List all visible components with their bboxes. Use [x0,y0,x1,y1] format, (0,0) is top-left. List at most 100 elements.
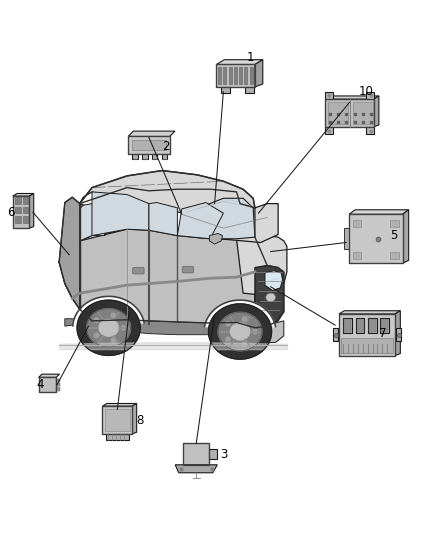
Polygon shape [80,171,255,220]
Bar [23,216,28,223]
Polygon shape [349,210,409,214]
Polygon shape [403,210,409,263]
Polygon shape [368,318,377,333]
Polygon shape [59,204,149,262]
Bar [132,140,166,150]
Polygon shape [87,309,131,347]
Bar [105,409,130,431]
Text: 6: 6 [7,206,15,219]
Polygon shape [133,154,138,159]
Polygon shape [366,127,374,134]
Bar [15,207,21,213]
Polygon shape [325,99,374,127]
Bar [56,383,60,386]
Polygon shape [255,265,284,328]
Bar [56,379,60,382]
Bar [39,377,56,392]
Bar [325,99,374,127]
Polygon shape [380,318,389,333]
Polygon shape [111,313,116,318]
Polygon shape [121,326,126,330]
Bar [357,319,364,332]
Bar [13,196,29,228]
Polygon shape [216,64,255,87]
Polygon shape [39,374,60,377]
FancyBboxPatch shape [133,268,144,274]
Text: 10: 10 [358,85,373,98]
Polygon shape [149,203,177,236]
Polygon shape [395,311,400,356]
Text: 5: 5 [390,229,397,242]
Polygon shape [99,319,118,336]
Polygon shape [325,127,333,134]
Polygon shape [221,87,230,93]
Polygon shape [339,311,400,314]
Bar [15,216,21,223]
Polygon shape [243,317,247,321]
Polygon shape [356,318,364,333]
Polygon shape [183,443,209,465]
Bar [15,197,21,204]
Bar [341,338,393,353]
FancyBboxPatch shape [182,266,194,273]
Polygon shape [13,193,34,196]
Polygon shape [245,87,254,93]
Polygon shape [226,337,230,341]
Bar [23,197,28,204]
Polygon shape [175,465,217,473]
Polygon shape [94,318,99,322]
Polygon shape [59,229,255,326]
Polygon shape [72,204,105,248]
Bar [349,214,403,263]
Ellipse shape [266,293,276,302]
Polygon shape [333,328,338,341]
Bar [353,252,361,259]
Polygon shape [325,92,333,99]
Polygon shape [162,154,167,159]
Polygon shape [230,323,250,340]
Bar [183,443,209,465]
Polygon shape [132,403,137,434]
Polygon shape [152,154,157,159]
Polygon shape [106,434,129,440]
Bar [239,67,242,84]
Polygon shape [253,329,257,334]
Bar [328,102,348,124]
Bar [223,67,226,84]
Bar [128,136,170,154]
Polygon shape [142,154,148,159]
Polygon shape [255,60,263,87]
Bar [244,67,247,84]
Bar [390,252,399,259]
Polygon shape [65,319,240,335]
Polygon shape [339,314,395,356]
Bar [390,220,399,227]
Polygon shape [128,131,175,136]
Text: 2: 2 [162,140,170,152]
Bar [353,220,361,227]
Polygon shape [182,204,278,243]
Bar [216,64,255,87]
Polygon shape [218,312,262,351]
Polygon shape [343,318,352,333]
Ellipse shape [244,334,251,340]
Bar [234,67,237,84]
Polygon shape [243,342,247,346]
Polygon shape [237,236,287,294]
Polygon shape [366,92,374,99]
Polygon shape [209,233,223,244]
Polygon shape [128,136,170,154]
Polygon shape [208,304,272,359]
Polygon shape [182,198,255,239]
Bar [218,67,221,84]
Polygon shape [177,203,223,239]
Polygon shape [102,403,137,406]
Polygon shape [237,321,284,344]
Text: 8: 8 [137,414,144,426]
Bar [369,319,376,332]
Polygon shape [13,196,29,228]
Polygon shape [349,214,403,263]
Polygon shape [205,300,276,327]
Bar [102,406,132,434]
Polygon shape [216,60,263,64]
